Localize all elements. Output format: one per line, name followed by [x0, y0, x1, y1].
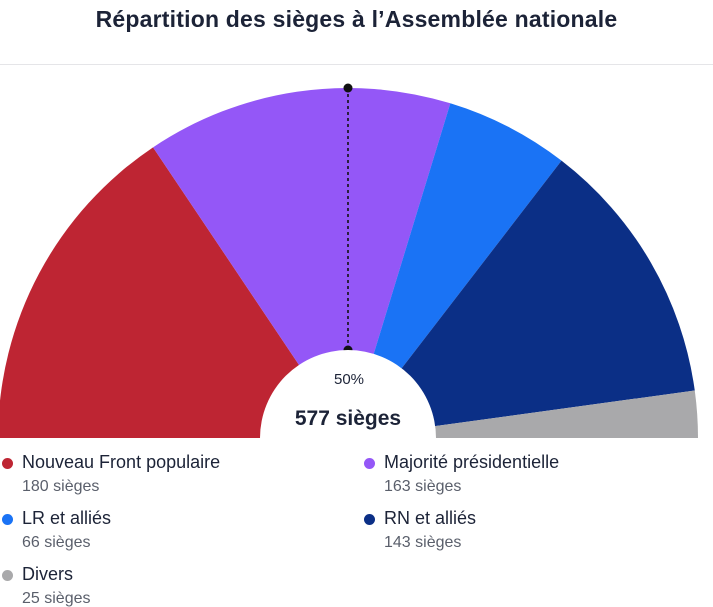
majority-label: 50%	[334, 371, 364, 388]
legend-swatch	[2, 570, 13, 581]
legend-seats: 163 sièges	[384, 478, 462, 495]
chart-title: Répartition des sièges à l’Assemblée nat…	[95, 6, 618, 32]
hemicycle-segments	[0, 88, 698, 439]
legend-swatch	[2, 458, 13, 469]
legend-seats: 180 sièges	[22, 478, 100, 495]
legend-swatch	[2, 514, 13, 525]
legend-label: Majorité présidentielle	[384, 452, 560, 472]
majority-dot-top	[343, 83, 353, 93]
legend-label: RN et alliés	[384, 508, 477, 528]
legend-label: Nouveau Front populaire	[22, 452, 221, 472]
legend-label: LR et alliés	[22, 508, 112, 528]
hemicycle-segment-1[interactable]	[0, 147, 348, 438]
hemicycle-chart: 50% 577 sièges	[0, 83, 698, 448]
legend-seats: 143 sièges	[384, 534, 462, 551]
hemicycle-segment-3[interactable]	[348, 103, 562, 439]
legend-seats: 66 sièges	[22, 534, 91, 551]
hemicycle-segment-2[interactable]	[153, 88, 451, 438]
center-hole	[260, 350, 436, 448]
hemicycle-segment-4[interactable]	[348, 160, 695, 439]
total-seats-label: 577 sièges	[295, 407, 401, 430]
legend-seats: 25 sièges	[22, 590, 91, 607]
hemicycle-segment-5[interactable]	[348, 390, 698, 438]
legend-swatch	[364, 458, 375, 469]
legend-swatch	[364, 514, 375, 525]
legend-label: Divers	[22, 564, 74, 584]
title-divider	[0, 64, 713, 65]
